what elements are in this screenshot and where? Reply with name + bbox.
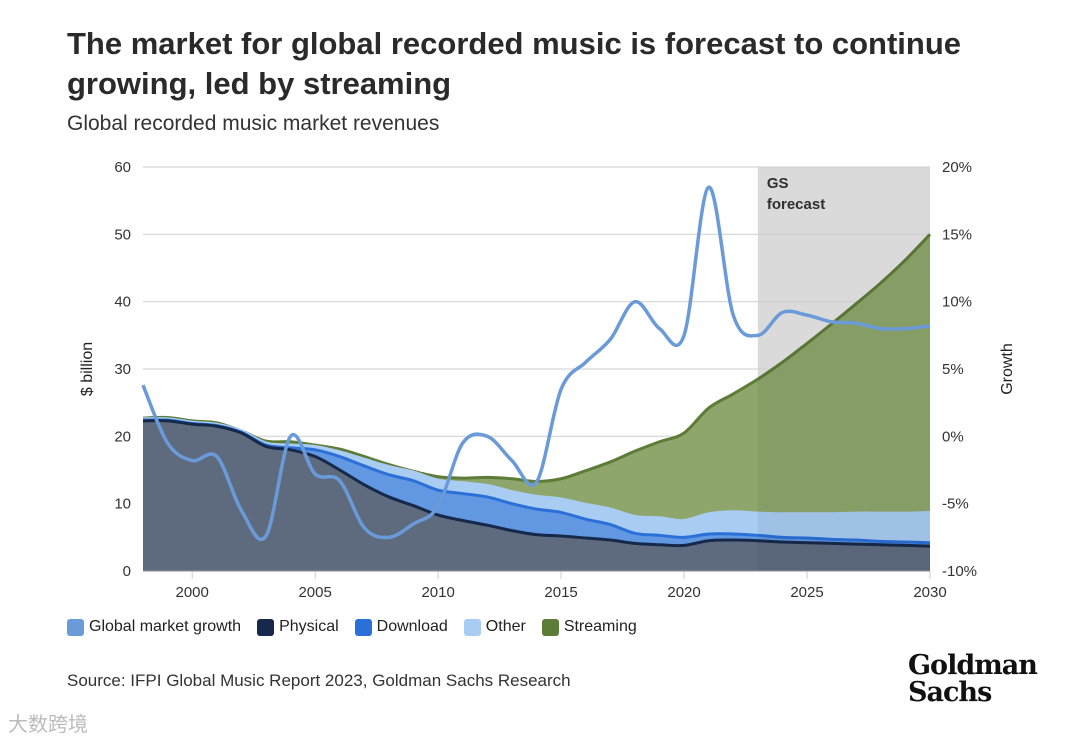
legend-item-growth: Global market growth bbox=[67, 618, 241, 636]
other-line bbox=[142, 417, 931, 523]
y-tick-label: 50 bbox=[114, 226, 131, 243]
forecast-label: GS bbox=[767, 175, 789, 192]
y2-tick-label: -10% bbox=[942, 563, 977, 580]
source-note: Source: IFPI Global Music Report 2023, G… bbox=[67, 671, 571, 690]
legend-item-download: Download bbox=[354, 618, 448, 636]
y-tick-label: 20 bbox=[114, 428, 131, 445]
chart-title: The market for global recorded music is … bbox=[67, 26, 962, 101]
growth-line bbox=[141, 185, 931, 541]
legend-label: Other bbox=[485, 618, 526, 635]
forecast-shade bbox=[757, 167, 930, 571]
legend: Global market growth Physical Download O… bbox=[67, 618, 637, 636]
y-tick-label: 30 bbox=[114, 361, 131, 378]
y2-tick-label: 15% bbox=[942, 226, 972, 243]
x-tick-label: 2015 bbox=[544, 584, 577, 601]
x-tick-label: 2005 bbox=[298, 584, 331, 601]
chart-subtitle: Global recorded music market revenues bbox=[67, 112, 440, 135]
y2-tick-label: 10% bbox=[942, 294, 972, 311]
legend-label: Global market growth bbox=[89, 618, 242, 635]
legend-item-physical: Physical bbox=[257, 618, 339, 636]
legend-label: Physical bbox=[279, 618, 339, 635]
y-tick-label: 40 bbox=[114, 294, 131, 311]
x-tick-label: 2020 bbox=[667, 584, 700, 601]
legend-item-other: Other bbox=[463, 618, 526, 636]
physical-line bbox=[142, 419, 931, 548]
y2-tick-label: 20% bbox=[942, 159, 972, 176]
y2-axis-label: Growth bbox=[999, 343, 1016, 395]
x-tick-label: 2000 bbox=[176, 584, 209, 601]
legend-swatch bbox=[541, 618, 559, 636]
x-tick-label: 2010 bbox=[421, 584, 454, 601]
legend-item-streaming: Streaming bbox=[541, 618, 637, 636]
y-tick-label: 60 bbox=[114, 159, 131, 176]
watermark: 大数跨境 bbox=[8, 714, 88, 736]
legend-label: Download bbox=[376, 618, 448, 635]
goldman-sachs-logo: Goldman Sachs bbox=[908, 650, 1038, 708]
legend-label: Streaming bbox=[563, 618, 637, 635]
y-tick-label: 0 bbox=[123, 563, 131, 580]
forecast-label: forecast bbox=[767, 196, 825, 213]
legend-swatch bbox=[463, 618, 481, 636]
x-tick-label: 2025 bbox=[790, 584, 823, 601]
y-axis-label: $ billion bbox=[79, 342, 96, 396]
y-tick-label: 10 bbox=[114, 496, 131, 513]
legend-swatch bbox=[257, 618, 275, 636]
legend-swatch bbox=[354, 618, 372, 636]
legend-swatch bbox=[67, 618, 84, 636]
y2-tick-label: 0% bbox=[942, 428, 964, 445]
physical-area bbox=[143, 420, 930, 571]
x-tick-label: 2030 bbox=[913, 584, 946, 601]
y2-tick-label: 5% bbox=[942, 361, 964, 378]
y2-tick-label: -5% bbox=[942, 496, 969, 513]
